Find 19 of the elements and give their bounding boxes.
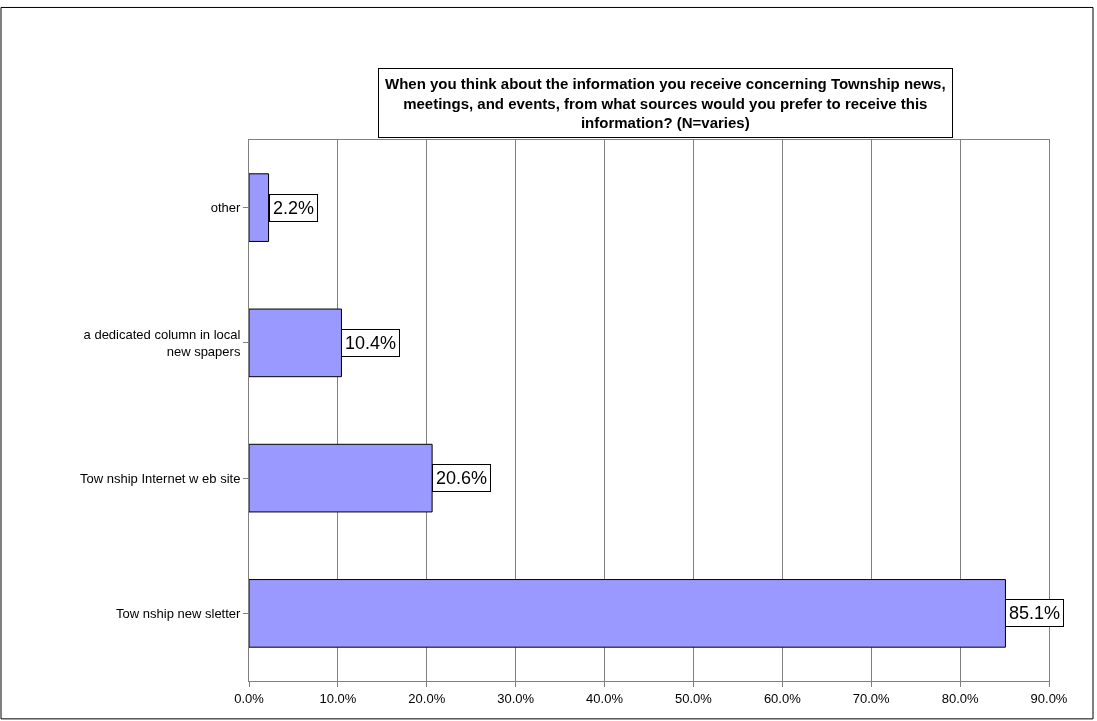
x-tick-label: 20.0%: [408, 690, 446, 706]
x-tick-label: 10.0%: [319, 690, 357, 706]
x-tick-label: 50.0%: [675, 690, 713, 706]
x-tick-label: 60.0%: [763, 690, 802, 706]
x-tick-label: 70.0%: [852, 690, 891, 706]
y-tick-label: a dedicated column in local new spapers: [83, 326, 241, 359]
data-label: 85.1%: [1009, 603, 1061, 623]
x-tick-label: 80.0%: [941, 690, 979, 706]
y-tick-label: Tow nship Internet w eb site: [79, 470, 241, 486]
x-tick-label: 30.0%: [497, 690, 535, 706]
y-tick-label: other: [210, 200, 242, 216]
x-tick-label: 40.0%: [586, 690, 624, 706]
x-tick-label: 90.0%: [1030, 690, 1068, 706]
data-label: 2.2%: [273, 198, 315, 218]
chart-title: When you think about the information you receive concerning Township news, meetings, and events, from what sources would you prefer to receive this information? (N=varies): [385, 75, 946, 131]
y-tick-label: Tow nship new sletter: [116, 605, 242, 621]
x-tick-label: 0.0%: [234, 690, 265, 706]
data-label: 10.4%: [345, 333, 397, 353]
data-label: 20.6%: [436, 468, 488, 488]
